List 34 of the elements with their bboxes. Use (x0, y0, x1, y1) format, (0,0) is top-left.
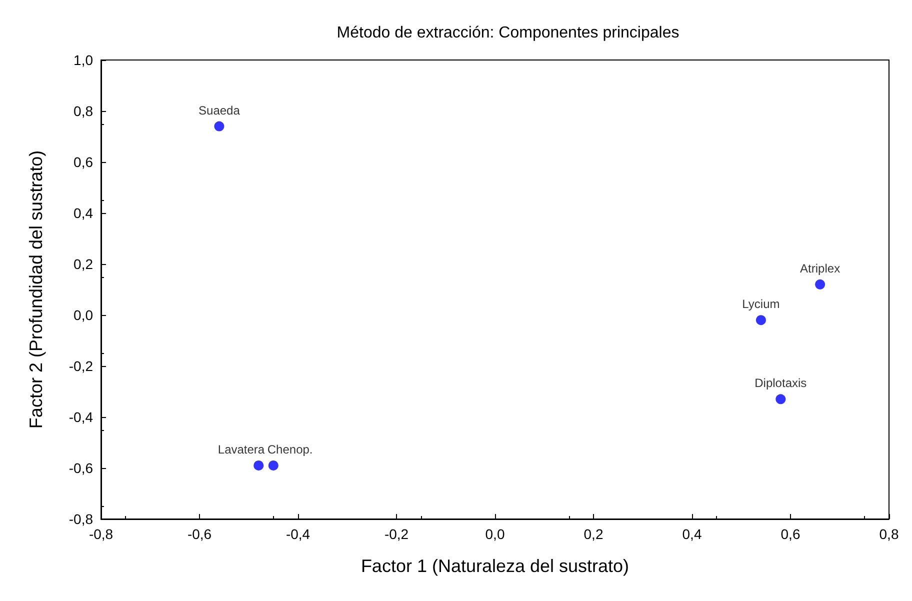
y-tick-label: 0,0 (74, 307, 94, 323)
chart-title: Método de extracción: Componentes principales (336, 24, 680, 42)
y-axis-title: Factor 2 (Profundidad del sustrato) (26, 150, 46, 429)
point (815, 279, 826, 290)
y-tick-label: 0,6 (74, 154, 94, 170)
annotation: Atriplex (800, 261, 840, 276)
y-tick-label: -0,8 (68, 511, 94, 527)
x-tick-label: -0,8 (88, 526, 114, 542)
x-tick-label: 0,2 (584, 526, 604, 542)
annotation: Lycium (742, 297, 780, 312)
x-tick-label: 0,4 (682, 526, 702, 542)
x-tick-label: 0,0 (485, 526, 505, 542)
y-tick-label: 0,2 (74, 256, 94, 272)
y-tick-label: 0,8 (74, 103, 94, 119)
annotation: Chenop. (267, 442, 313, 456)
annotation: Lavatera (218, 442, 265, 456)
x-axis-title: Factor 1 (Naturaleza del sustrato) (360, 556, 630, 576)
y-tick-label: -0,4 (68, 409, 94, 425)
annotation: Diplotaxis (754, 376, 807, 390)
y-tick-label: 1,0 (74, 52, 94, 68)
point (776, 394, 786, 404)
point (254, 460, 264, 470)
x-tick-label: 0,8 (879, 526, 899, 542)
point (268, 460, 278, 470)
y-tick-label: -0,2 (68, 358, 94, 374)
annotation: Suaeda (198, 103, 240, 118)
x-tick-label: -0,4 (286, 526, 310, 542)
x-tick-label: -0,6 (187, 526, 212, 542)
x-tick-label: 0,6 (780, 526, 800, 542)
x-tick-label: -0,2 (384, 526, 409, 542)
point (756, 315, 766, 326)
point (214, 121, 224, 132)
y-tick-label: -0,6 (68, 460, 94, 476)
y-tick-label: 0,4 (74, 205, 94, 221)
